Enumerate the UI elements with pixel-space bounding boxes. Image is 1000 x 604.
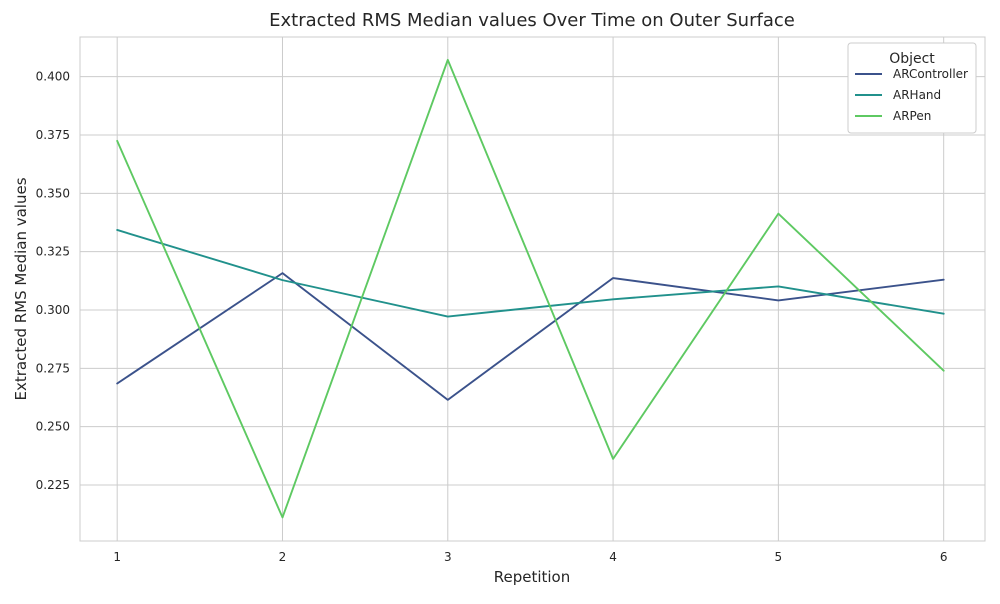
x-tick-label: 6 [940, 550, 948, 564]
x-tick-label: 3 [444, 550, 452, 564]
y-tick-label: 0.325 [36, 245, 70, 259]
y-tick-label: 0.275 [36, 361, 70, 375]
series-line-arcontroller [116, 272, 945, 401]
chart-title: Extracted RMS Median values Over Time on… [269, 10, 795, 31]
y-tick-label: 0.375 [36, 128, 70, 142]
y-axis-ticks: 0.225 0.250 0.275 0.300 0.325 0.350 0.375 0.400 [36, 70, 70, 492]
legend-items: ARController ARHand ARPen [855, 67, 968, 123]
y-gridlines [80, 76, 985, 486]
x-tick-label: 5 [775, 550, 783, 564]
y-tick-label: 0.350 [36, 186, 70, 200]
series-line-arhand [116, 229, 945, 318]
y-tick-label: 0.250 [36, 420, 70, 434]
series-line-arpen [116, 58, 945, 519]
x-tick-label: 4 [609, 550, 617, 564]
x-tick-label: 1 [113, 550, 121, 564]
legend: Object ARController ARHand ARPen [847, 42, 977, 134]
y-tick-label: 0.225 [36, 478, 70, 492]
x-axis-label: Repetition [494, 568, 571, 586]
y-axis-label: Extracted RMS Median values [12, 177, 30, 400]
y-tick-label: 0.400 [36, 70, 70, 84]
legend-label-arpen: ARPen [893, 109, 931, 123]
legend-box [847, 42, 977, 134]
legend-label-arhand: ARHand [893, 88, 941, 102]
legend-title: Object [889, 51, 935, 67]
plot-area [79, 36, 986, 542]
x-axis-ticks: 1 2 3 4 5 6 [113, 550, 947, 564]
plot-frame [79, 36, 986, 542]
y-tick-label: 0.300 [36, 303, 70, 317]
x-tick-label: 2 [279, 550, 287, 564]
series-lines [116, 58, 945, 519]
legend-label-arcontroller: ARController [893, 67, 968, 81]
